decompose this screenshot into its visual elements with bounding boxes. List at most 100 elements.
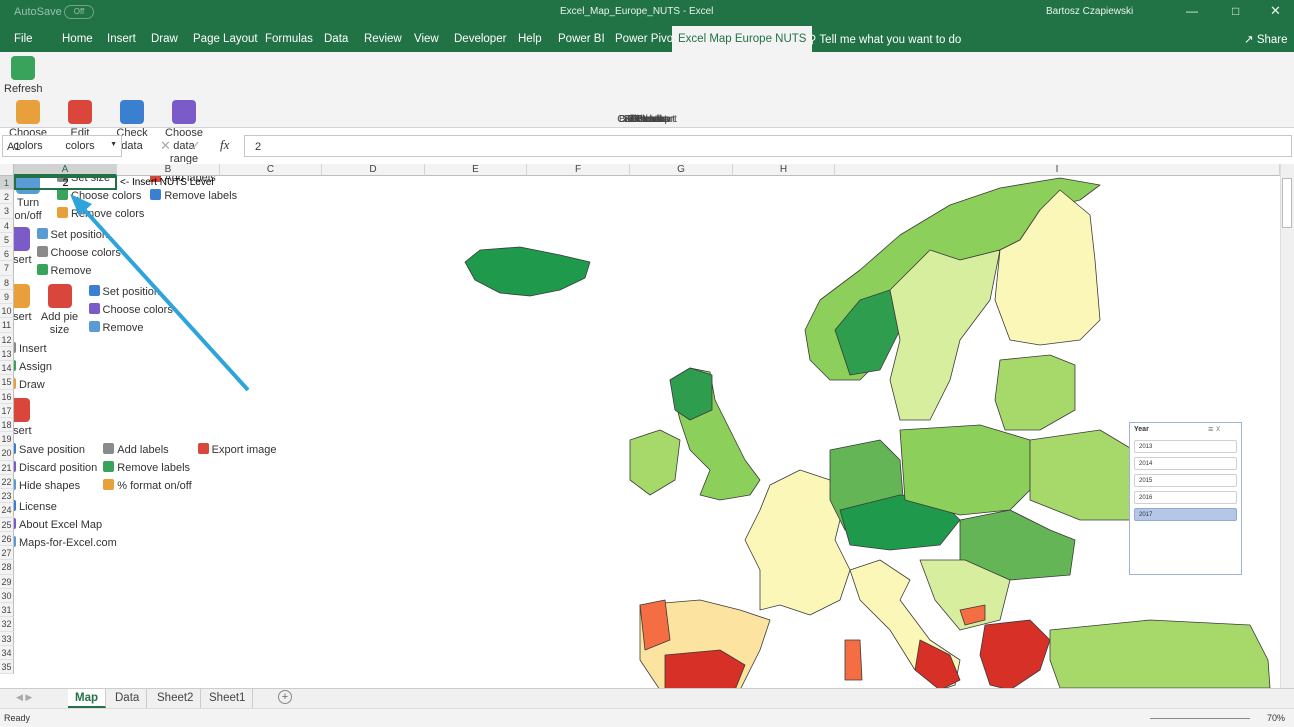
- row-header[interactable]: 28: [0, 560, 14, 575]
- enter[interactable]: ✓: [190, 138, 201, 153]
- row-header[interactable]: 32: [0, 617, 14, 632]
- scroll-thumb[interactable]: [1282, 178, 1292, 228]
- row-header[interactable]: 25: [0, 517, 14, 532]
- ribbon-tab[interactable]: Help: [518, 33, 542, 45]
- row-header[interactable]: 18: [0, 417, 14, 433]
- row-header[interactable]: 29: [0, 574, 14, 589]
- row-header[interactable]: 17: [0, 403, 14, 418]
- row-header[interactable]: 4: [0, 218, 14, 233]
- sheet-tab[interactable]: Map: [68, 689, 106, 708]
- small-button[interactable]: Export image: [197, 441, 276, 459]
- row-header[interactable]: 20: [0, 446, 14, 461]
- row-header[interactable]: 9: [0, 289, 14, 305]
- row-header[interactable]: 15: [0, 375, 14, 390]
- row-header[interactable]: 10: [0, 304, 14, 319]
- column-header[interactable]: G: [630, 164, 733, 176]
- row-header[interactable]: 5: [0, 232, 14, 248]
- ribbon-tab[interactable]: Power BI: [558, 33, 605, 45]
- fx[interactable]: fx: [220, 137, 230, 152]
- row-header[interactable]: 1: [0, 176, 14, 191]
- row-header[interactable]: 16: [0, 389, 14, 404]
- ribbon-tab[interactable]: Review: [364, 33, 402, 45]
- ribbon-tab[interactable]: View: [414, 33, 439, 45]
- column-header[interactable]: I: [835, 164, 1280, 176]
- row-header[interactable]: 34: [0, 645, 14, 660]
- ribbon-tab[interactable]: Power Pivot: [615, 33, 677, 45]
- formula-input[interactable]: 2: [244, 135, 1292, 157]
- autosave-toggle[interactable]: Off: [64, 5, 94, 19]
- column-header[interactable]: D: [322, 164, 425, 176]
- row-header[interactable]: 6: [0, 247, 14, 262]
- tell-me[interactable]: ⚲ Tell me what you want to do: [808, 34, 962, 46]
- row-header[interactable]: 11: [0, 318, 14, 333]
- ribbon-tab[interactable]: Excel Map Europe NUTS: [672, 26, 813, 52]
- row-header[interactable]: 19: [0, 432, 14, 447]
- small-button[interactable]: Remove: [88, 319, 173, 337]
- row-header[interactable]: 30: [0, 588, 14, 604]
- large-button[interactable]: Refresh: [2, 56, 45, 96]
- slicer-item[interactable]: 2017: [1134, 508, 1237, 521]
- row-header[interactable]: 21: [0, 460, 14, 475]
- large-button[interactable]: Choose colors: [2, 100, 54, 153]
- small-button[interactable]: % format on/off: [103, 477, 192, 495]
- small-button[interactable]: Remove labels: [150, 187, 237, 205]
- restore[interactable]: □: [1232, 4, 1240, 18]
- slicer-item[interactable]: 2016: [1134, 491, 1237, 504]
- cell-b1[interactable]: <- Insert NUTS Level: [120, 177, 214, 188]
- ribbon-tab[interactable]: Page Layout: [193, 33, 258, 45]
- small-button[interactable]: Set position: [88, 283, 173, 301]
- large-button[interactable]: Choose data range: [158, 100, 210, 166]
- small-button[interactable]: Set position: [36, 226, 121, 244]
- sheet-tab[interactable]: Data: [108, 689, 148, 708]
- ribbon-tab[interactable]: Data: [324, 33, 349, 45]
- column-header[interactable]: A: [14, 164, 117, 176]
- slicer-item[interactable]: 2014: [1134, 457, 1237, 470]
- row-header[interactable]: 14: [0, 361, 14, 376]
- ribbon-tab[interactable]: Draw: [151, 33, 178, 45]
- small-button[interactable]: Choose colors: [36, 244, 121, 262]
- column-header[interactable]: C: [220, 164, 322, 176]
- cell-a1[interactable]: 2: [14, 176, 117, 191]
- large-button[interactable]: Check data: [106, 100, 158, 153]
- row-header[interactable]: 7: [0, 261, 14, 276]
- column-header[interactable]: B: [117, 164, 220, 176]
- column-header[interactable]: F: [527, 164, 630, 176]
- ribbon-tab[interactable]: Formulas: [265, 33, 313, 45]
- small-button[interactable]: Remove labels: [103, 459, 191, 477]
- small-button[interactable]: Choose colors: [88, 301, 173, 319]
- large-button[interactable]: Add pie size: [34, 284, 86, 337]
- row-header[interactable]: 8: [0, 275, 14, 290]
- small-button[interactable]: Remove: [36, 262, 121, 280]
- ribbon-tab[interactable]: Home: [62, 33, 93, 45]
- sheet-tab[interactable]: Sheet2: [150, 689, 202, 708]
- column-header[interactable]: E: [425, 164, 527, 176]
- multi-select[interactable]: ≡ ☓: [1208, 424, 1221, 434]
- row-header[interactable]: 31: [0, 603, 14, 618]
- row-header[interactable]: 33: [0, 631, 14, 646]
- row-header[interactable]: 26: [0, 531, 14, 547]
- ribbon-tab[interactable]: File: [14, 33, 33, 45]
- row-header[interactable]: 22: [0, 474, 14, 490]
- ribbon-tab[interactable]: Insert: [107, 33, 136, 45]
- row-header[interactable]: 13: [0, 346, 14, 362]
- cancel[interactable]: ✕: [160, 138, 171, 153]
- name-box[interactable]: A1 ▼: [2, 135, 122, 157]
- tab-scroll[interactable]: ◀ ▶: [16, 692, 33, 702]
- zoom-slider[interactable]: [1150, 718, 1250, 719]
- row-header[interactable]: 27: [0, 546, 14, 561]
- small-button[interactable]: Add labels: [103, 441, 191, 459]
- ribbon-tab[interactable]: Developer: [454, 33, 507, 45]
- sheet-tab[interactable]: Sheet1: [202, 689, 254, 708]
- slicer-item[interactable]: 2015: [1134, 474, 1237, 487]
- row-header[interactable]: 24: [0, 503, 14, 518]
- row-header[interactable]: 35: [0, 659, 14, 675]
- large-button[interactable]: Edit colors: [54, 100, 106, 153]
- row-header[interactable]: 23: [0, 489, 14, 504]
- row-header[interactable]: 2: [0, 190, 14, 205]
- small-button[interactable]: Choose colors: [57, 187, 144, 205]
- row-header[interactable]: 3: [0, 204, 14, 219]
- add-sheet[interactable]: +: [278, 690, 292, 704]
- slicer-item[interactable]: 2013: [1134, 440, 1237, 453]
- close[interactable]: ✕: [1270, 3, 1281, 18]
- row-header[interactable]: 12: [0, 332, 14, 347]
